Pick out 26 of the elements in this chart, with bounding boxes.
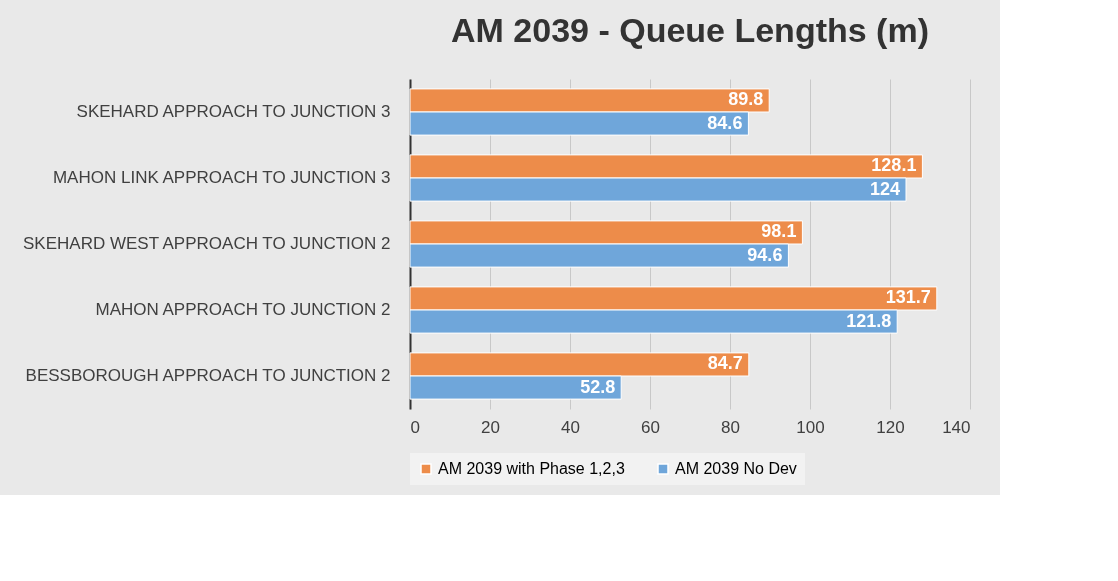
x-tick-label: 40 xyxy=(561,417,580,437)
data-label: 121.8 xyxy=(846,310,892,331)
y-tick-label: MAHON LINK APPROACH TO JUNCTION 3 xyxy=(52,168,391,187)
data-label: 84.7 xyxy=(707,353,743,374)
data-label: 124 xyxy=(869,178,900,199)
y-tick-label: SKEHARD WEST APPROACH TO JUNCTION 2 xyxy=(23,234,391,253)
data-label: 131.7 xyxy=(885,287,931,308)
chart-title: AM 2039 - Queue Lengths (m) xyxy=(451,11,929,49)
x-tick-label: 20 xyxy=(481,417,500,437)
x-tick-label: 100 xyxy=(796,417,825,437)
y-tick-label: SKEHARD APPROACH TO JUNCTION 3 xyxy=(76,102,391,121)
data-label: 84.6 xyxy=(707,112,743,133)
data-label: 52.8 xyxy=(580,376,616,397)
data-label: 128.1 xyxy=(871,155,917,176)
y-tick-label: MAHON APPROACH TO JUNCTION 2 xyxy=(95,300,391,319)
legend-label: AM 2039 with Phase 1,2,3 xyxy=(438,460,625,477)
x-tick-label: 80 xyxy=(721,417,740,437)
x-tick-label: 140 xyxy=(942,417,971,437)
data-label: 94.6 xyxy=(747,244,783,265)
x-tick-label: 120 xyxy=(876,417,905,437)
data-label: 98.1 xyxy=(761,221,797,242)
legend-label: AM 2039 No Dev xyxy=(675,460,797,477)
x-tick-label: 0 xyxy=(410,417,420,437)
data-label: 89.8 xyxy=(728,89,764,110)
x-tick-label: 60 xyxy=(641,417,660,437)
y-tick-label: BESSBOROUGH APPROACH TO JUNCTION 2 xyxy=(25,366,391,385)
